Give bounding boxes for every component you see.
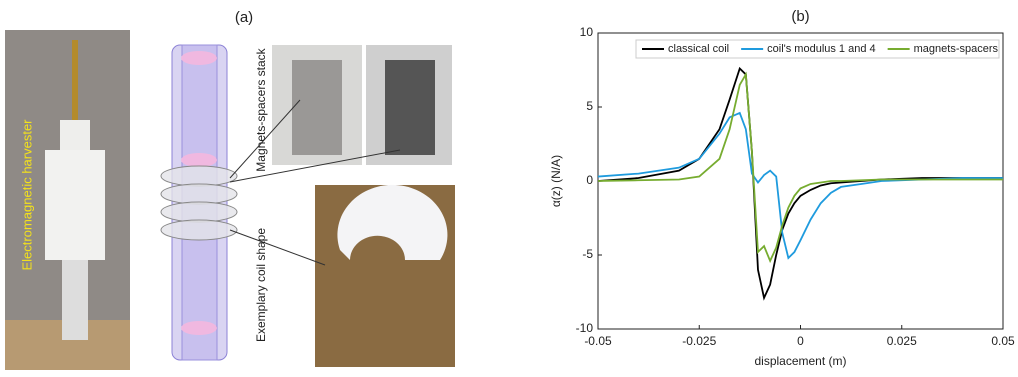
y-tick-label: -10 [576, 321, 594, 335]
x-tick-label: -0.05 [584, 334, 612, 348]
photo-label: Electromagnetic harvester [19, 119, 34, 271]
plot-frame [598, 33, 1003, 329]
base [62, 260, 88, 340]
legend-label: magnets-spacers [914, 43, 999, 55]
y-tick-label: 5 [586, 99, 593, 113]
x-tick-label: 0.025 [887, 334, 917, 348]
magnet [181, 51, 217, 65]
pointer [230, 230, 325, 265]
x-axis-label: displacement (m) [754, 354, 846, 368]
x-tick-label: 0 [797, 334, 804, 348]
panel-label: (a) [235, 9, 253, 26]
figure: Electromagnetic harvester (a) Magnets-sp… [0, 0, 1018, 372]
rod [72, 40, 78, 130]
x-tick-label: -0.025 [682, 334, 716, 348]
chart: (b) displacement (m) α(z) (N/A) -10 -5 0 5 10 -0… [549, 8, 1015, 368]
photo-label: Magnets-spacers stack [254, 47, 268, 171]
chart-title: (b) [791, 8, 809, 25]
y-tick-label: 0 [586, 173, 593, 187]
y-axis-label: α(z) (N/A) [549, 155, 563, 207]
page: Electromagnetic harvester (a) Magnets-sp… [0, 0, 1018, 372]
legend-label: coil's modulus 1 and 4 [767, 43, 876, 55]
legend-label: classical coil [668, 43, 729, 55]
photo-label: Exemplary coil shape [254, 228, 268, 342]
magnet [181, 153, 217, 167]
x-tick-label: 0.05 [991, 334, 1015, 348]
y-tick-label: 10 [580, 25, 594, 39]
stack-side [385, 60, 435, 155]
stack [292, 60, 342, 155]
magnet [181, 321, 217, 335]
coil-stack [45, 150, 105, 260]
y-tick-label: -5 [582, 247, 593, 261]
